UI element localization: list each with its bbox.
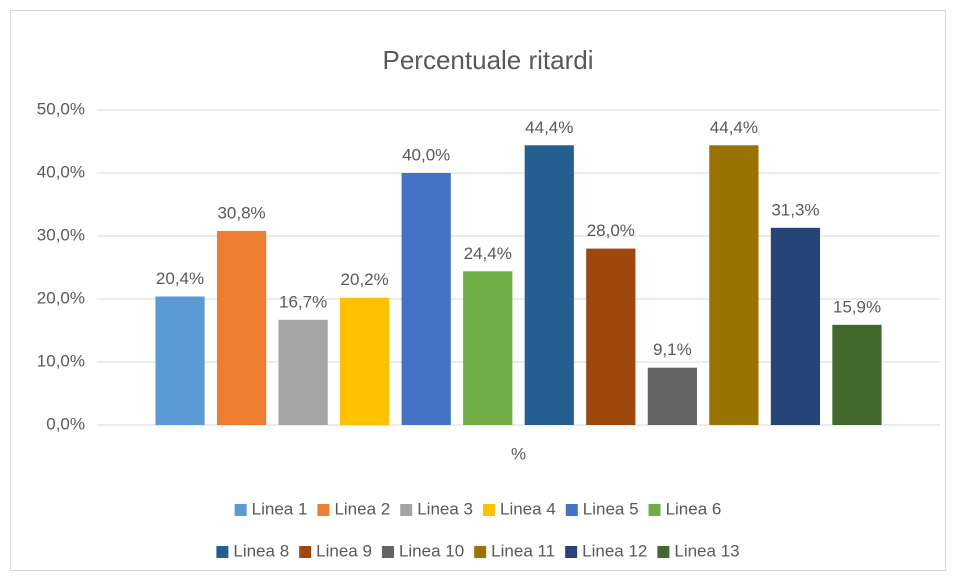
legend-swatch xyxy=(657,546,670,558)
legend-label: Linea 2 xyxy=(334,499,390,518)
bar xyxy=(463,271,513,425)
y-tick-label: 50,0% xyxy=(37,99,85,118)
bar xyxy=(709,145,759,425)
bar xyxy=(401,173,451,425)
legend-swatch xyxy=(381,546,394,558)
value-label: 15,9% xyxy=(833,297,881,316)
legend-label: Linea 12 xyxy=(582,541,647,560)
legend-swatch xyxy=(648,504,661,516)
legend-swatch xyxy=(565,546,578,558)
value-label: 16,7% xyxy=(279,292,327,311)
value-label: 9,1% xyxy=(653,340,692,359)
legend-label: Linea 8 xyxy=(233,541,289,560)
value-label: 40,0% xyxy=(402,145,450,164)
value-label: 31,3% xyxy=(771,200,819,219)
value-label: 30,8% xyxy=(217,203,265,222)
bar xyxy=(278,319,328,425)
bar xyxy=(770,227,821,425)
y-tick-label: 40,0% xyxy=(37,162,85,181)
y-tick-label: 0,0% xyxy=(46,414,85,433)
bar xyxy=(832,324,882,425)
legend-swatch xyxy=(299,546,312,558)
y-tick-label: 10,0% xyxy=(37,351,85,370)
bar xyxy=(647,367,697,425)
chart-title: Percentuale ritardi xyxy=(383,45,594,75)
bar xyxy=(524,145,574,425)
y-tick-label: 20,0% xyxy=(37,288,85,307)
legend-swatch xyxy=(483,504,495,516)
value-label: 20,2% xyxy=(341,270,389,289)
legend-label: Linea 6 xyxy=(666,499,722,518)
value-label: 44,4% xyxy=(525,118,573,137)
legend-label: Linea 13 xyxy=(674,541,739,560)
legend-label: Linea 10 xyxy=(399,541,464,560)
legend-swatch xyxy=(317,504,330,516)
legend-swatch xyxy=(216,546,229,558)
bar xyxy=(340,297,390,425)
legend-swatch xyxy=(474,546,487,558)
x-tick-label: % xyxy=(511,444,526,463)
value-label: 24,4% xyxy=(464,244,512,263)
legend-label: Linea 11 xyxy=(491,541,555,560)
bar xyxy=(155,296,205,425)
legend-label: Linea 4 xyxy=(500,499,556,518)
bar xyxy=(586,248,636,425)
value-label: 28,0% xyxy=(587,221,635,240)
legend-swatch xyxy=(234,504,247,516)
bar xyxy=(216,230,267,425)
legend-label: Linea 1 xyxy=(252,499,308,518)
legend-swatch xyxy=(400,504,413,516)
value-label: 20,4% xyxy=(156,269,204,288)
legend-swatch xyxy=(565,504,578,516)
value-label: 44,4% xyxy=(710,118,758,137)
legend-label: Linea 3 xyxy=(417,499,473,518)
legend-label: Linea 5 xyxy=(583,499,639,518)
y-tick-label: 30,0% xyxy=(37,225,85,244)
legend-label: Linea 9 xyxy=(316,541,372,560)
